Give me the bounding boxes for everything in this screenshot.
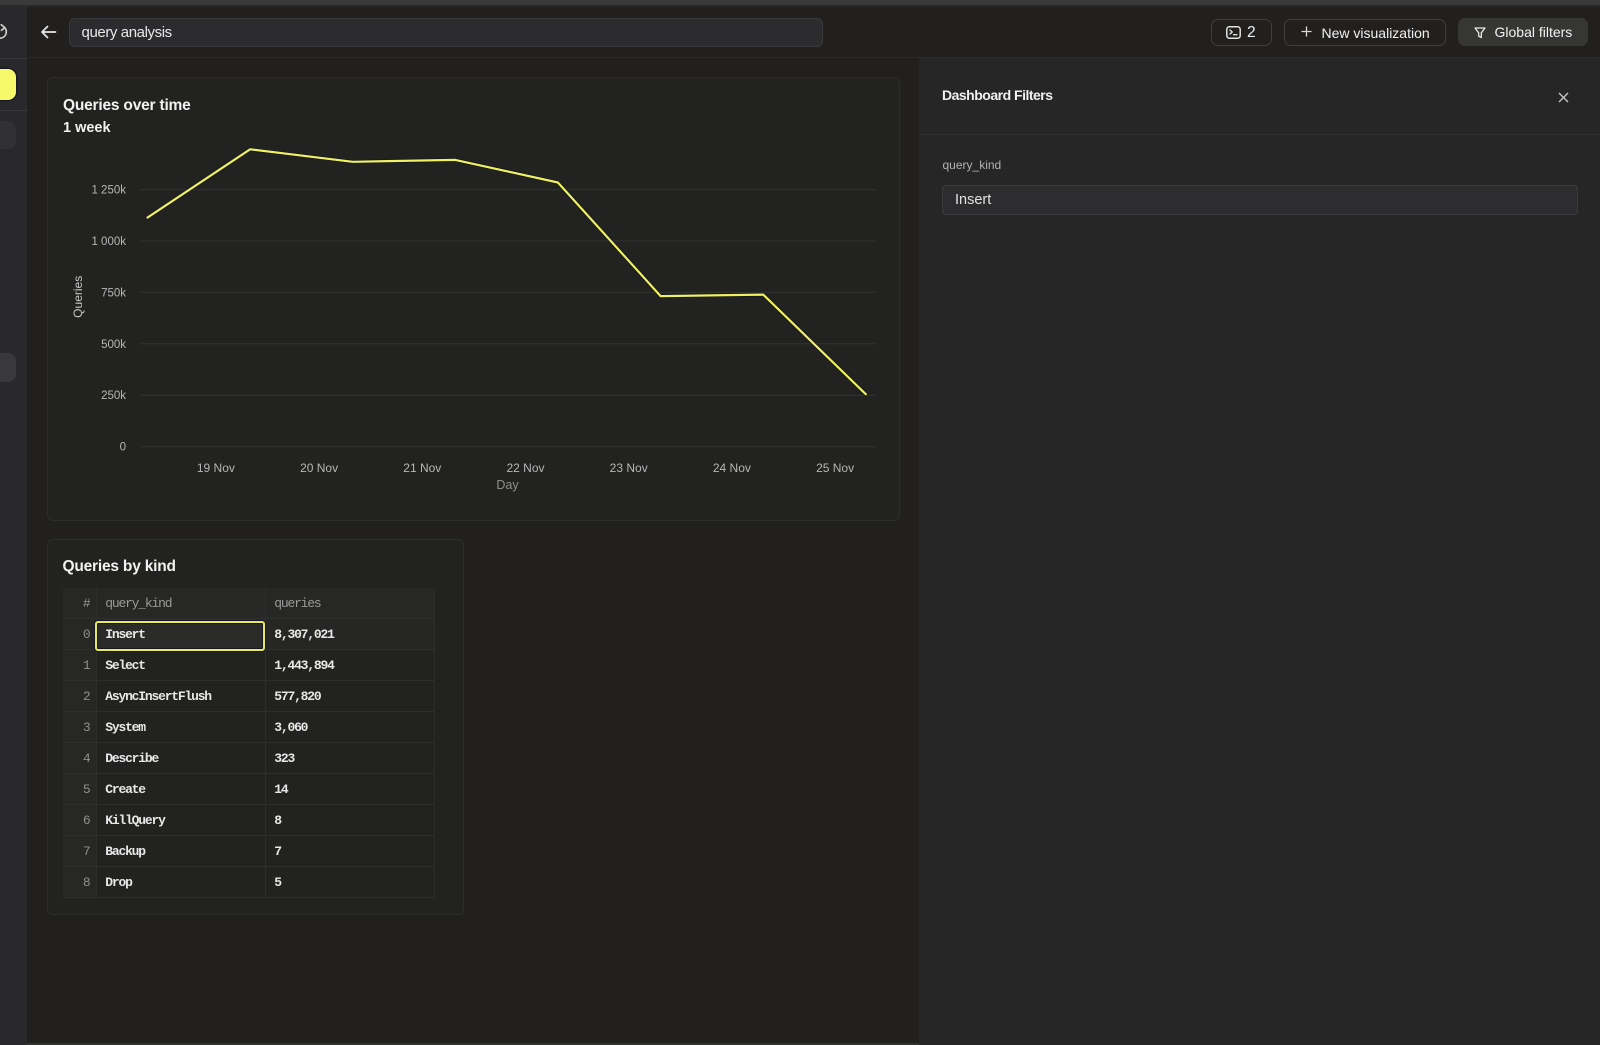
svg-text:1 000k: 1 000k — [91, 236, 126, 248]
svg-text:Queries: Queries — [71, 276, 85, 318]
svg-text:Day: Day — [496, 478, 519, 492]
svg-text:24 Nov: 24 Nov — [713, 461, 751, 475]
svg-text:500k: 500k — [101, 339, 126, 351]
svg-text:23 Nov: 23 Nov — [610, 461, 648, 475]
svg-text:750k: 750k — [101, 287, 126, 299]
svg-text:22 Nov: 22 Nov — [506, 461, 544, 475]
svg-text:21 Nov: 21 Nov — [403, 461, 441, 475]
svg-text:0: 0 — [120, 442, 126, 454]
svg-text:20 Nov: 20 Nov — [300, 461, 338, 475]
svg-text:19 Nov: 19 Nov — [197, 461, 235, 475]
svg-text:1 250k: 1 250k — [91, 185, 126, 197]
svg-text:250k: 250k — [101, 390, 126, 402]
svg-text:25 Nov: 25 Nov — [816, 461, 854, 475]
